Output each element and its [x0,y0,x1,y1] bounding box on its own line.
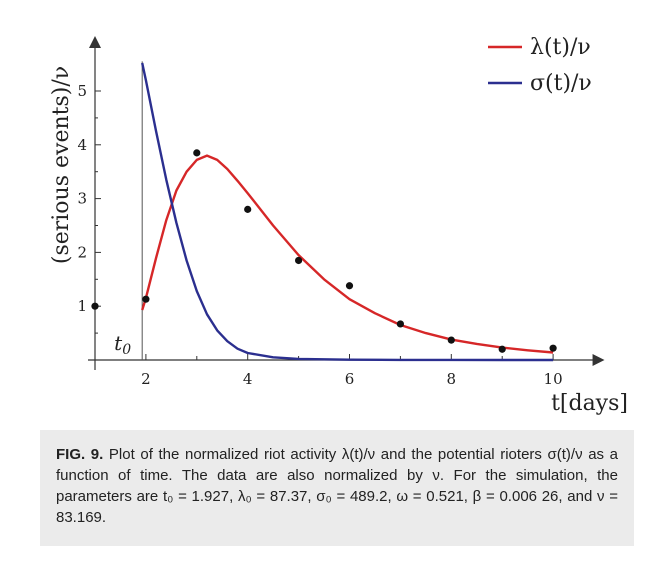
data-point [91,302,99,310]
y-axis-label: (serious events)/ν [49,66,74,264]
caption-fig-label: FIG. 9. [56,446,104,463]
data-point [295,256,303,265]
legend: λ(t)/ν σ(t)/ν [488,35,592,96]
legend-label: σ(t)/ν [530,71,592,96]
x-tick-label: 8 [447,370,457,388]
figure-caption: FIG. 9. Plot of the normalized riot acti… [40,430,634,546]
x-axis-label: t[days] [551,391,628,416]
data-point [549,344,557,352]
y-tick-label: 3 [77,190,87,208]
t0-label: t0 [114,331,131,358]
y-tick-label: 4 [77,136,87,154]
x-tick-label: 10 [544,370,563,388]
data-point [244,205,252,213]
data-point [396,320,404,328]
x-tick-label: 6 [345,370,355,388]
data-point [498,345,506,353]
series-line-1 [141,62,554,362]
data-point [345,282,354,290]
data-point [142,295,150,303]
y-tick-label: 2 [77,243,87,261]
data-point [193,149,201,157]
series-group [91,62,557,362]
x-tick-label: 4 [243,370,253,388]
legend-label: λ(t)/ν [530,35,591,60]
caption-text: Plot of the normalized riot activity λ(t… [56,446,619,526]
x-tick-label: 2 [141,370,151,388]
series-line-0 [141,154,554,354]
y-tick-label: 5 [77,82,87,100]
y-tick-label: 1 [77,297,87,315]
data-point [447,336,455,344]
